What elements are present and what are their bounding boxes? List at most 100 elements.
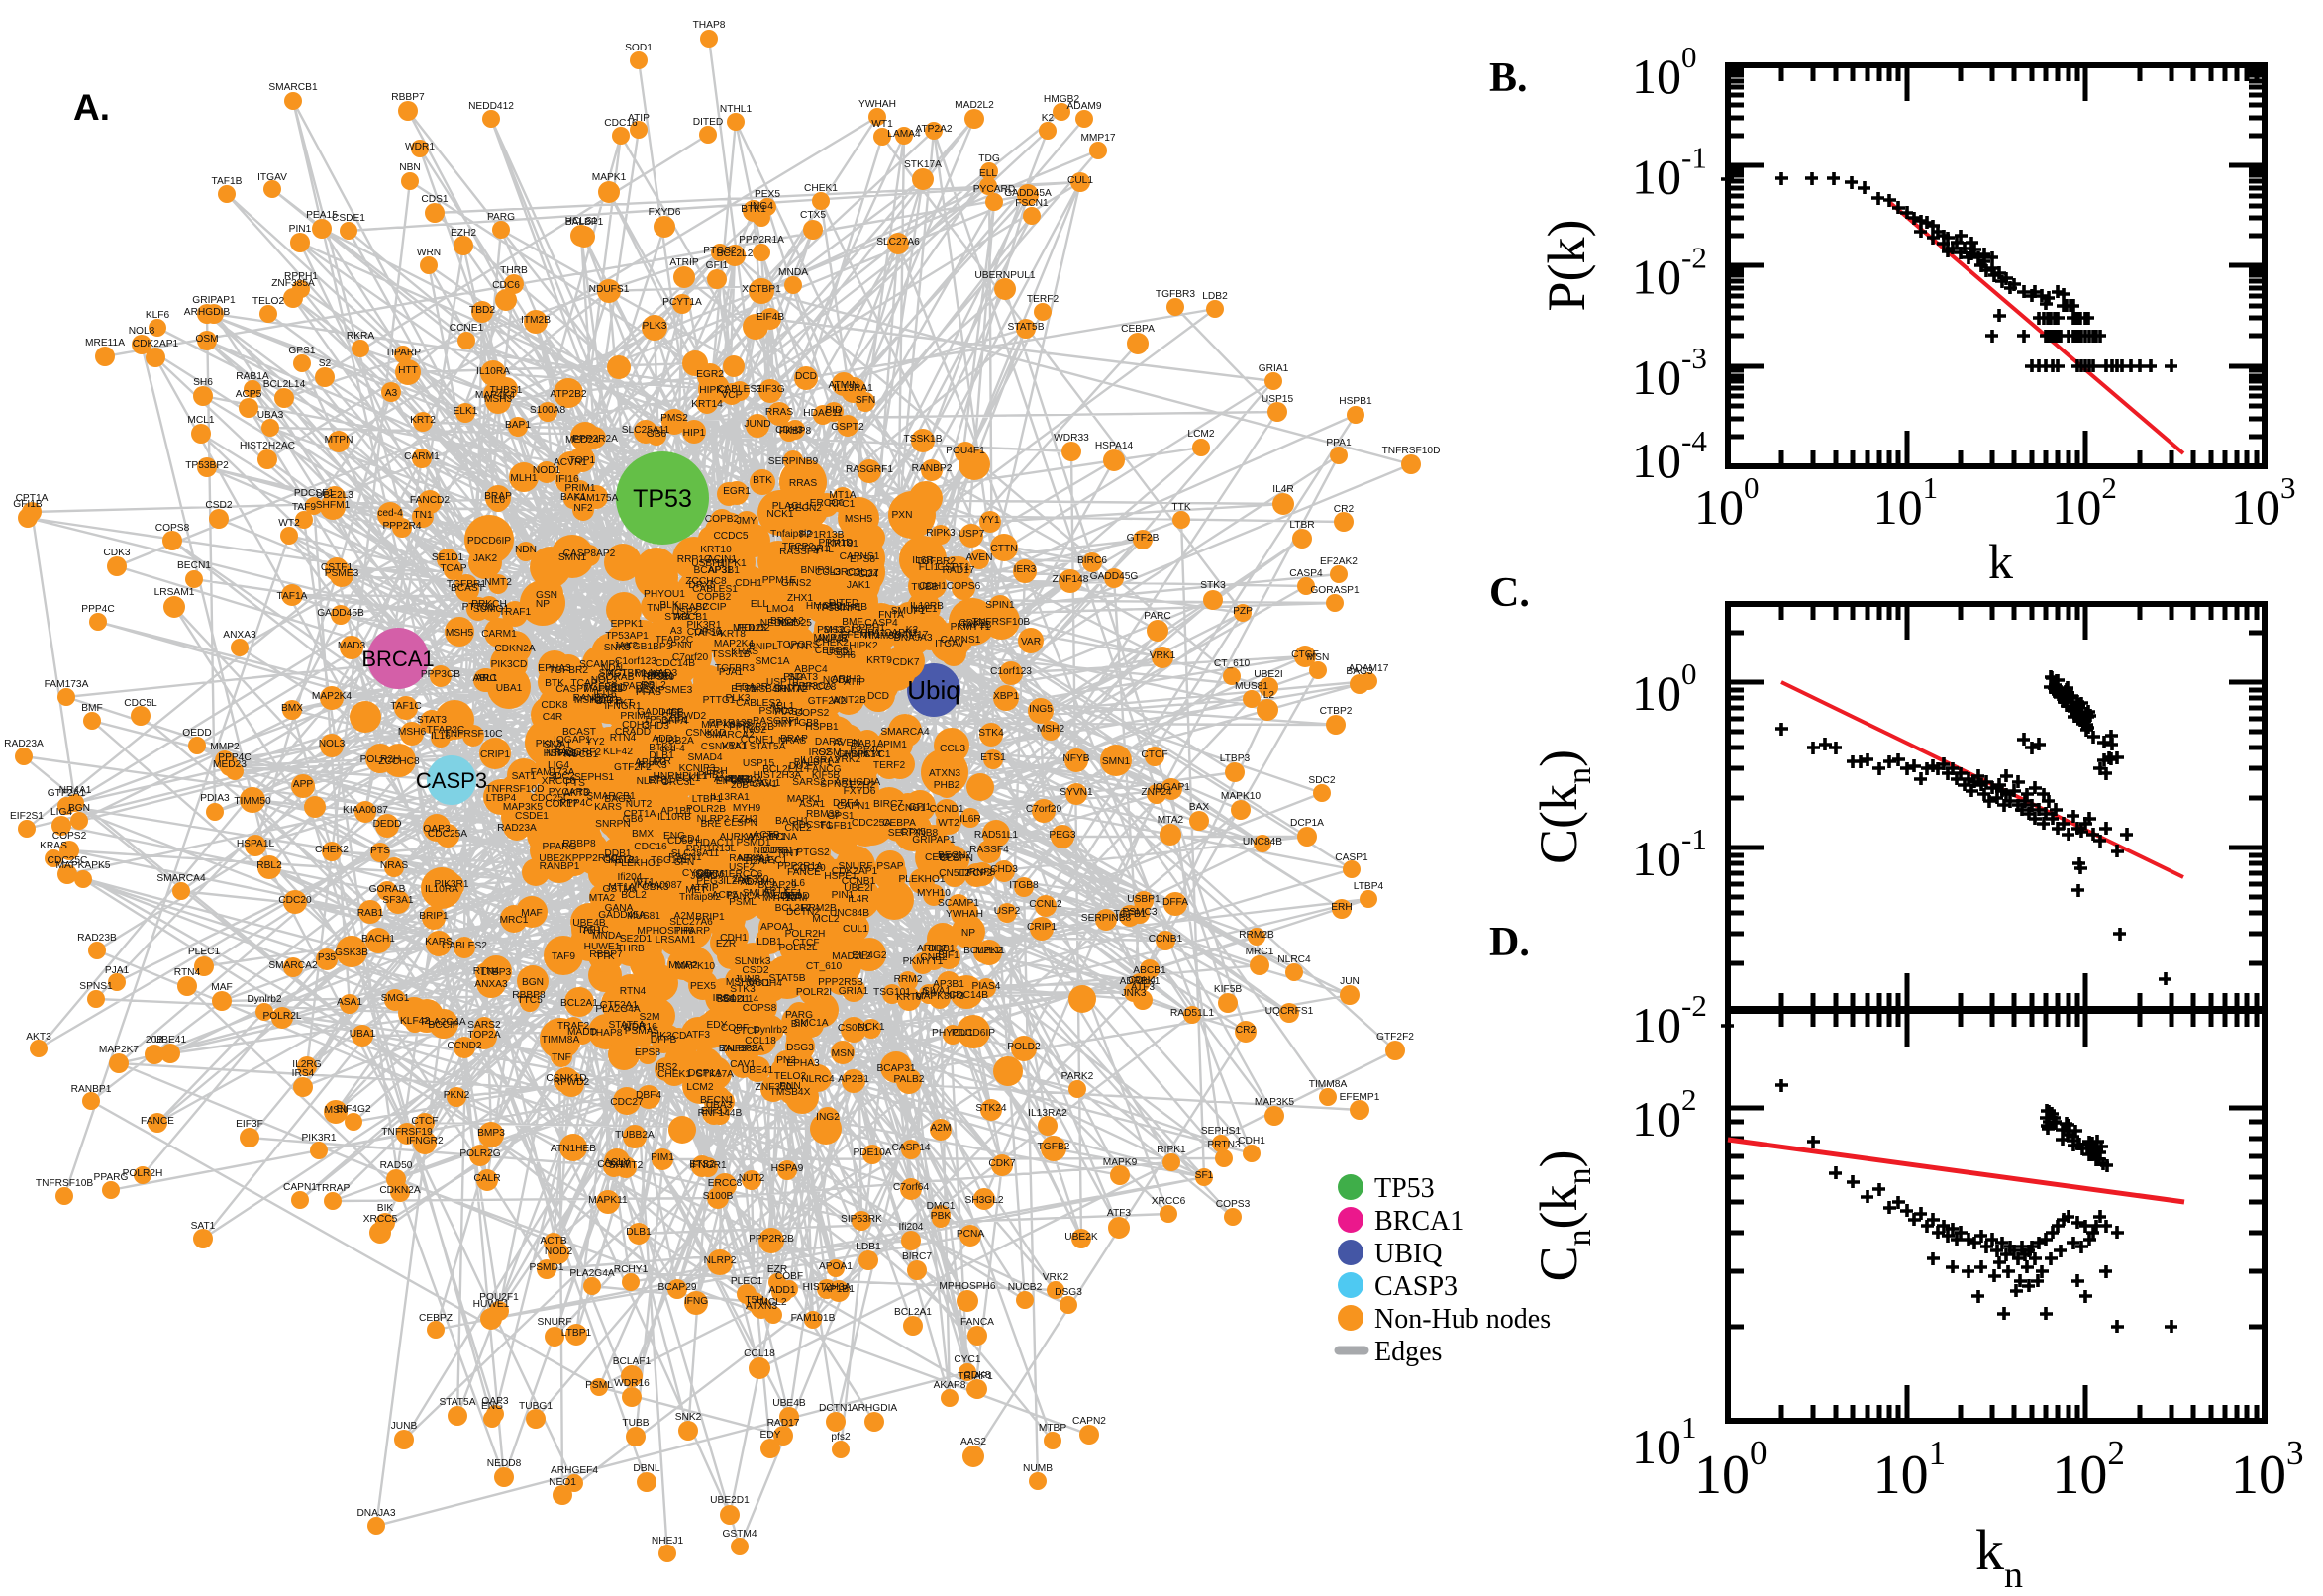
svg-text:CCNB1: CCNB1 <box>842 876 876 887</box>
svg-text:S100B: S100B <box>703 1191 734 1202</box>
svg-text:CDH1: CDH1 <box>735 578 762 589</box>
svg-text:DCP1A: DCP1A <box>1290 818 1324 829</box>
svg-text:ANXA3: ANXA3 <box>474 979 508 990</box>
svg-text:NEDD412: NEDD412 <box>468 101 514 112</box>
svg-text:BACH1: BACH1 <box>775 816 809 827</box>
svg-text:A3: A3 <box>385 388 398 399</box>
svg-text:CHEK2: CHEK2 <box>315 845 349 855</box>
svg-text:CDH4: CDH4 <box>1128 975 1156 986</box>
svg-text:CTX5: CTX5 <box>800 210 826 221</box>
svg-text:JAK1: JAK1 <box>847 580 871 591</box>
svg-text:TFAP2C: TFAP2C <box>427 725 465 736</box>
svg-text:PSMC3: PSMC3 <box>1122 907 1157 918</box>
svg-text:BCL2L11: BCL2L11 <box>963 946 1005 956</box>
svg-text:TIMM8A: TIMM8A <box>542 1035 580 1046</box>
svg-text:MTPN: MTPN <box>325 435 354 446</box>
svg-text:CCL18: CCL18 <box>745 1036 776 1047</box>
svg-text:TNFRSF10D: TNFRSF10D <box>486 784 545 795</box>
svg-text:RFC1: RFC1 <box>829 499 856 510</box>
svg-text:AKT3: AKT3 <box>563 788 589 799</box>
svg-text:CABLES2: CABLES2 <box>736 698 781 709</box>
svg-text:LDB1: LDB1 <box>757 937 782 948</box>
svg-text:SMUF1: SMUF1 <box>891 606 926 617</box>
svg-text:BCLAF1: BCLAF1 <box>613 1356 652 1367</box>
svg-text:BRCA1: BRCA1 <box>361 647 434 671</box>
svg-text:BCAST: BCAST <box>562 727 596 738</box>
svg-text:MTA2: MTA2 <box>589 893 616 904</box>
svg-text:TOP2A: TOP2A <box>467 1030 500 1041</box>
svg-text:PSME3: PSME3 <box>658 685 693 696</box>
svg-text:CDK2AP1: CDK2AP1 <box>832 866 878 877</box>
svg-text:BCAP31: BCAP31 <box>876 1063 915 1074</box>
svg-text:PFAS: PFAS <box>636 687 661 698</box>
svg-text:IL13RA1: IL13RA1 <box>834 383 873 394</box>
svg-text:SMARCA2: SMARCA2 <box>705 730 755 741</box>
svg-text:NLRP2: NLRP2 <box>704 1255 737 1266</box>
svg-text:PN2: PN2 <box>776 1055 796 1066</box>
svg-text:CEBPB: CEBPB <box>815 646 850 656</box>
svg-text:ATF3: ATF3 <box>1107 1208 1131 1219</box>
svg-text:STK3: STK3 <box>730 984 756 995</box>
svg-text:CEBPA: CEBPA <box>1121 324 1155 335</box>
svg-text:CTGF: CTGF <box>1291 649 1319 660</box>
svg-text:HIPK1: HIPK1 <box>717 558 747 569</box>
svg-text:TELO2: TELO2 <box>252 296 285 307</box>
svg-text:NOD2: NOD2 <box>823 675 852 686</box>
svg-text:EF2AK2: EF2AK2 <box>1320 556 1358 567</box>
svg-text:RPPH1: RPPH1 <box>852 623 885 634</box>
svg-text:ZNF350: ZNF350 <box>756 1082 792 1093</box>
svg-text:JUND: JUND <box>690 871 717 882</box>
svg-text:MAPK1: MAPK1 <box>592 172 627 183</box>
svg-text:SERPINB9: SERPINB9 <box>768 456 819 467</box>
svg-text:KLF6: KLF6 <box>146 310 170 321</box>
svg-text:TCAP: TCAP <box>570 678 597 689</box>
svg-text:VRK1: VRK1 <box>1150 650 1176 661</box>
svg-text:PLEC1: PLEC1 <box>756 855 788 866</box>
svg-text:GSTM4: GSTM4 <box>602 884 637 895</box>
svg-text:ERCC6: ERCC6 <box>810 498 845 509</box>
svg-text:GORAB: GORAB <box>598 672 635 683</box>
svg-text:MED25: MED25 <box>733 623 766 634</box>
svg-text:P35: P35 <box>318 952 336 963</box>
svg-text:PBK: PBK <box>931 1211 952 1222</box>
svg-text:EIF3J: EIF3J <box>716 776 743 787</box>
svg-text:HMGB2: HMGB2 <box>806 601 843 612</box>
svg-text:KLF42: KLF42 <box>400 1016 430 1027</box>
svg-text:YY2: YY2 <box>585 737 605 748</box>
svg-text:SMG1: SMG1 <box>381 993 410 1004</box>
svg-text:RRAS: RRAS <box>765 407 794 418</box>
svg-text:BIK: BIK <box>791 1019 808 1030</box>
svg-text:20B: 20B <box>731 780 749 791</box>
svg-text:USP7: USP7 <box>959 529 985 540</box>
svg-text:MAPKAPK5: MAPKAPK5 <box>56 860 111 871</box>
svg-text:MAP2K7: MAP2K7 <box>99 1045 140 1055</box>
svg-text:IRS2: IRS2 <box>809 748 832 758</box>
svg-text:SAT1: SAT1 <box>512 771 537 782</box>
svg-text:RBBP7: RBBP7 <box>589 949 623 960</box>
svg-text:BRAP: BRAP <box>780 734 808 745</box>
svg-text:TNF: TNF <box>647 603 666 614</box>
svg-text:ORC3L: ORC3L <box>833 567 866 578</box>
svg-text:RAB1A: RAB1A <box>236 371 269 382</box>
svg-text:BAX: BAX <box>1189 802 1210 813</box>
svg-text:SH3GL2: SH3GL2 <box>964 1195 1003 1206</box>
svg-text:JMY: JMY <box>773 719 794 730</box>
svg-text:UBE2D1: UBE2D1 <box>710 1495 750 1506</box>
svg-text:MAP2K4: MAP2K4 <box>312 691 353 702</box>
svg-text:CHD3: CHD3 <box>990 864 1018 875</box>
svg-text:PSME3: PSME3 <box>325 568 359 579</box>
svg-text:CD53: CD53 <box>667 836 693 847</box>
svg-text:PHYOU1: PHYOU1 <box>644 589 685 600</box>
svg-text:APOA1: APOA1 <box>819 1261 853 1272</box>
svg-text:EPS8: EPS8 <box>850 554 875 565</box>
svg-text:S2: S2 <box>319 358 332 369</box>
svg-text:MAPK8IP3: MAPK8IP3 <box>915 991 964 1002</box>
svg-text:RAD51L1: RAD51L1 <box>1170 1008 1215 1019</box>
svg-text:STAT5B: STAT5B <box>1008 322 1045 333</box>
svg-text:PIM1: PIM1 <box>651 1152 674 1163</box>
svg-text:TGFBR1: TGFBR1 <box>584 682 625 693</box>
svg-text:101: 101 <box>1873 1434 1947 1506</box>
svg-text:CDH1: CDH1 <box>919 581 947 592</box>
svg-text:GTF2A1: GTF2A1 <box>48 788 86 799</box>
svg-text:HUWE1: HUWE1 <box>584 942 621 952</box>
